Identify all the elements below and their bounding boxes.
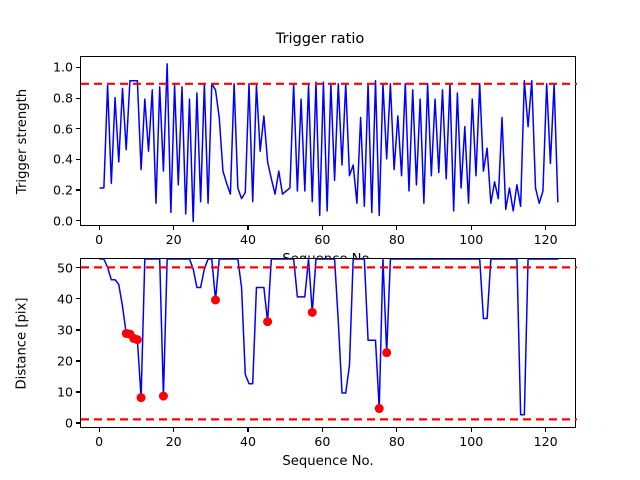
y-tick-mark <box>76 66 80 69</box>
x-tick-label: 120 <box>533 434 558 449</box>
y-tick-mark <box>76 128 80 130</box>
y-tick-mark <box>76 267 80 269</box>
y-tick-label: 10 <box>56 384 73 400</box>
data-point-marker <box>211 295 221 305</box>
x-tick-mark <box>98 428 100 432</box>
y-tick-label: 0.2 <box>52 182 73 198</box>
y-tick-label: 1.0 <box>52 59 73 75</box>
plot-area-distance <box>80 258 577 428</box>
y-axis-label-distance: Distance [pix] <box>14 297 30 389</box>
y-tick-mark <box>76 391 80 393</box>
distance-markers <box>121 295 392 414</box>
x-tick-label: 120 <box>533 232 558 247</box>
data-point-marker <box>263 317 273 327</box>
threshold-lines-bottom <box>81 266 577 421</box>
x-tick-mark <box>247 226 249 230</box>
x-tick-mark <box>173 428 175 432</box>
x-tick-label: 40 <box>239 232 257 247</box>
x-tick-mark <box>98 226 100 230</box>
data-point-marker <box>374 404 384 414</box>
data-point-marker <box>132 335 142 345</box>
trigger-strength-series <box>99 63 559 223</box>
y-tick-mark <box>76 158 80 160</box>
y-tick-label: 30 <box>56 322 73 338</box>
y-tick-label: 50 <box>56 260 73 276</box>
x-tick-mark <box>396 428 398 432</box>
y-tick-label: 0 <box>64 415 73 431</box>
chart-title-trigger-ratio: Trigger ratio <box>275 30 365 47</box>
x-tick-mark <box>545 428 547 432</box>
x-tick-label: 40 <box>239 434 257 449</box>
x-tick-label: 100 <box>459 232 484 247</box>
data-point-marker <box>307 307 317 317</box>
x-tick-mark <box>173 226 175 230</box>
x-tick-mark <box>470 226 472 230</box>
plot-area-trigger-ratio <box>80 56 577 226</box>
x-tick-label: 60 <box>314 434 331 449</box>
x-tick-label: 0 <box>95 434 104 449</box>
trigger-ratio-svg <box>81 63 577 223</box>
y-tick-label: 40 <box>56 291 73 307</box>
x-tick-mark <box>321 226 323 230</box>
x-axis-label-bottom: Sequence No. <box>282 454 374 469</box>
x-tick-mark <box>321 428 323 432</box>
x-tick-label: 0 <box>95 232 104 247</box>
y-tick-mark <box>76 329 80 331</box>
y-tick-label: 0.0 <box>52 213 73 229</box>
data-point-marker <box>382 348 392 358</box>
x-tick-mark <box>545 226 547 230</box>
x-tick-mark <box>470 428 472 432</box>
y-tick-label: 0.8 <box>52 90 73 106</box>
y-tick-mark <box>76 97 80 99</box>
distance-series <box>99 259 559 416</box>
x-tick-mark <box>396 226 398 230</box>
y-tick-label: 0.6 <box>52 121 73 137</box>
x-tick-label: 60 <box>314 232 331 247</box>
y-tick-mark <box>76 189 80 191</box>
y-tick-mark <box>76 220 80 222</box>
x-tick-label: 20 <box>165 434 182 449</box>
x-tick-mark <box>247 428 249 432</box>
y-tick-mark <box>76 422 80 424</box>
data-point-marker <box>158 391 168 401</box>
y-tick-label: 20 <box>56 353 73 369</box>
data-point-marker <box>136 393 146 403</box>
distance-svg <box>81 259 577 421</box>
x-tick-label: 80 <box>388 232 405 247</box>
x-tick-label: 80 <box>388 434 405 449</box>
x-tick-label: 20 <box>165 232 182 247</box>
y-tick-mark <box>76 298 80 300</box>
y-tick-mark <box>76 360 80 362</box>
y-tick-label: 0.4 <box>52 151 73 167</box>
x-tick-label: 100 <box>459 434 484 449</box>
